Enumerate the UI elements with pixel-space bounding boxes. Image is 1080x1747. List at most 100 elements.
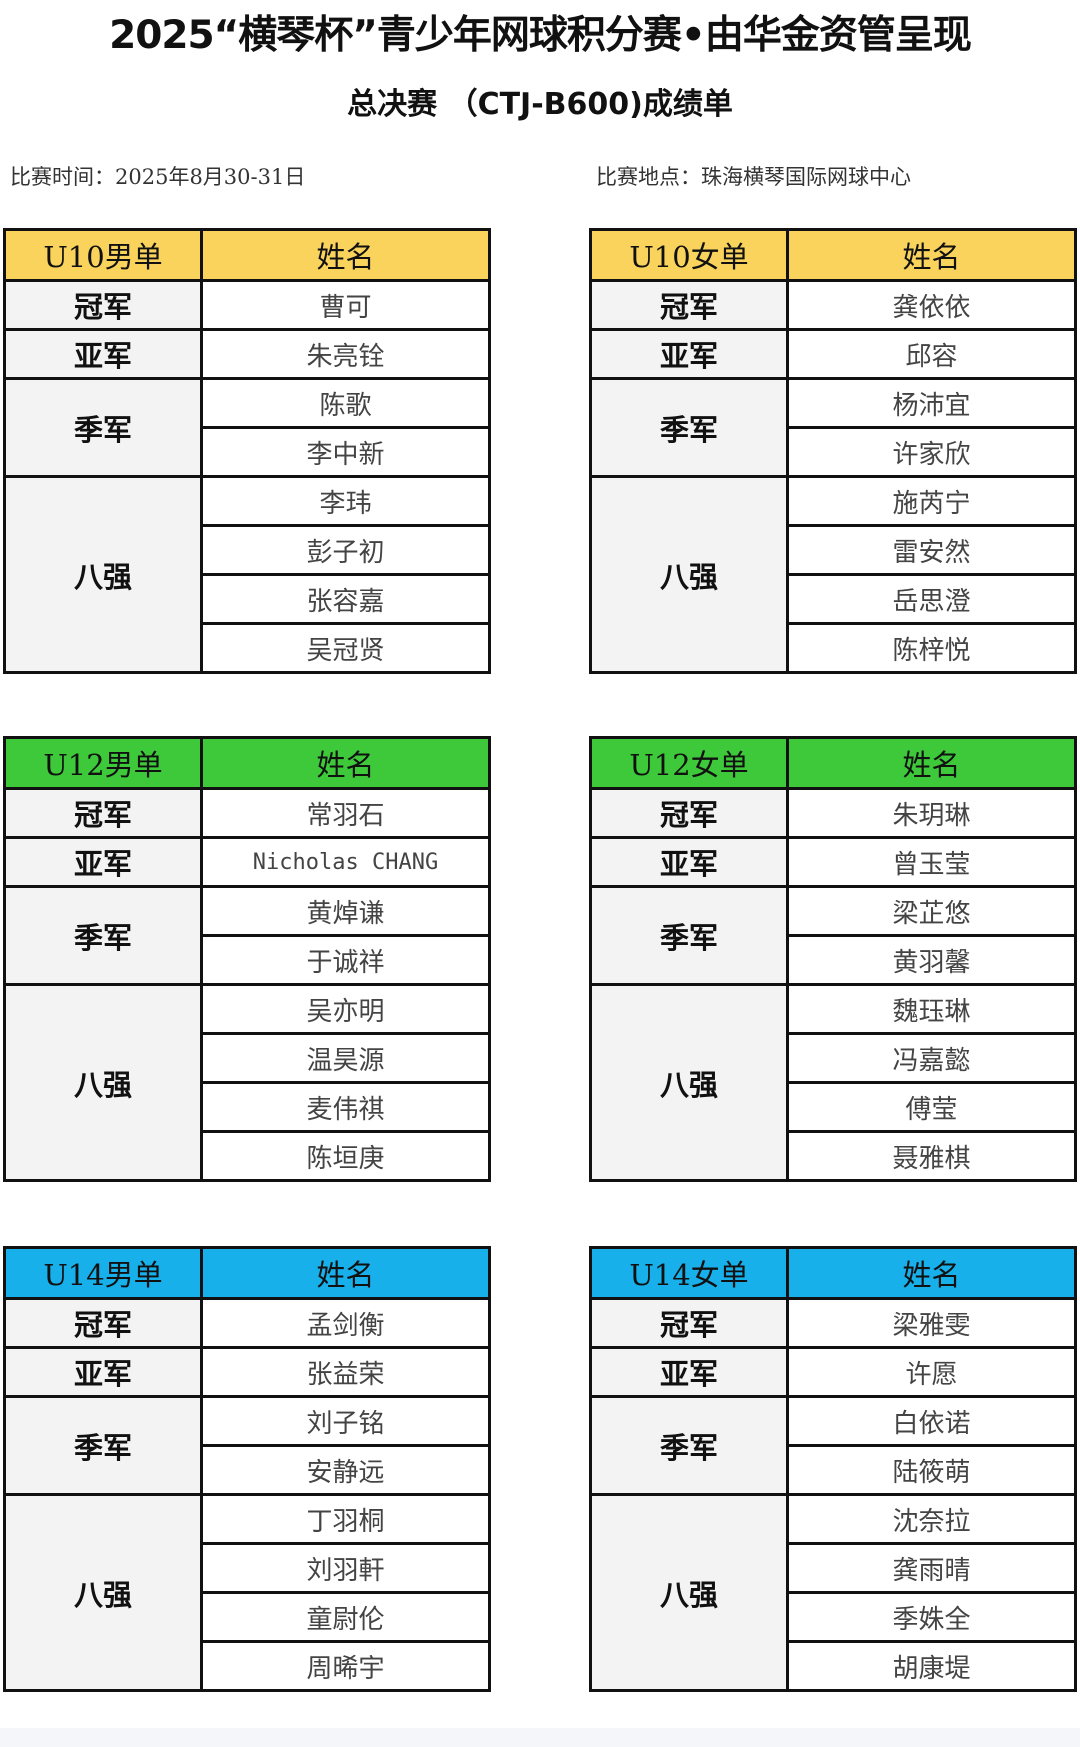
event-name: U12女单 xyxy=(589,736,789,790)
player-name: 梁雅雯 xyxy=(786,1297,1077,1349)
player-name: 安静远 xyxy=(200,1444,491,1496)
player-name: 冯嘉懿 xyxy=(786,1032,1077,1084)
table-header-row: U14男单 姓名 xyxy=(3,1246,491,1300)
rank-label-quarter: 八强 xyxy=(589,983,789,1182)
rank-label-third: 季军 xyxy=(589,377,789,478)
table-row: 许家欣 xyxy=(591,426,1077,478)
results-table: U14男单 姓名 冠军 孟剑衡 亚军 张益荣 季军 刘子铭 安静远 八强 丁羽桐 刘羽軒 童尉伦 周晞宇 xyxy=(3,1246,491,1692)
event-name: U10女单 xyxy=(589,228,789,282)
table-row: 八强 魏珏琳 xyxy=(589,983,1077,1182)
table-row: 胡康堤 xyxy=(591,1640,1077,1692)
player-name: 黄焯谦 xyxy=(200,885,491,937)
name-column-header: 姓名 xyxy=(786,1246,1077,1300)
table-row: 八强 沈奈拉 xyxy=(589,1493,1077,1692)
rank-label-quarter: 八强 xyxy=(589,475,789,674)
player-name: 黄羽馨 xyxy=(786,934,1077,986)
results-table: U14女单 姓名 冠军 梁雅雯 亚军 许愿 季军 白依诺 陆筱萌 八强 沈奈拉 龚雨晴 季姝全 胡康堤 xyxy=(589,1246,1077,1692)
rank-label-runner-up: 亚军 xyxy=(589,328,789,380)
player-name: 曾玉莹 xyxy=(786,836,1077,888)
rank-label-third: 季军 xyxy=(3,885,203,986)
table-row: 于诚祥 xyxy=(5,934,491,986)
rank-label-third: 季军 xyxy=(3,1395,203,1496)
event-name: U12男单 xyxy=(3,736,203,790)
rank-label-third: 季军 xyxy=(3,377,203,478)
table-row: 陈梓悦 xyxy=(591,622,1077,674)
player-name: 于诚祥 xyxy=(200,934,491,986)
rank-label-runner-up: 亚军 xyxy=(3,1346,203,1398)
name-column-header: 姓名 xyxy=(200,736,491,790)
table-row: 张容嘉 xyxy=(5,573,491,625)
name-column-header: 姓名 xyxy=(200,228,491,282)
table-row: 冠军 曹可 xyxy=(3,279,491,331)
table-header-row: U10男单 姓名 xyxy=(3,228,491,282)
table-header-row: U12女单 姓名 xyxy=(589,736,1077,790)
rank-label-third: 季军 xyxy=(589,885,789,986)
name-column-header: 姓名 xyxy=(786,228,1077,282)
player-name: 曹可 xyxy=(200,279,491,331)
match-date: 比赛时间：2025年8月30-31日 xyxy=(10,165,306,189)
player-name: 梁芷悠 xyxy=(786,885,1077,937)
table-row: 彭子初 xyxy=(5,524,491,576)
player-name: 丁羽桐 xyxy=(200,1493,491,1545)
table-row: 亚军 许愿 xyxy=(589,1346,1077,1398)
table-row: 刘羽軒 xyxy=(5,1542,491,1594)
rank-label-champion: 冠军 xyxy=(589,1297,789,1349)
table-row: 陈垣庚 xyxy=(5,1130,491,1182)
player-name: 张容嘉 xyxy=(200,573,491,625)
table-row: 八强 丁羽桐 xyxy=(3,1493,491,1692)
rank-label-runner-up: 亚军 xyxy=(3,328,203,380)
table-row: 季军 杨沛宜 xyxy=(589,377,1077,478)
results-table: U10男单 姓名 冠军 曹可 亚军 朱亮铨 季军 陈歌 李中新 八强 李玮 彭子初 张容嘉 吴冠贤 xyxy=(3,228,491,674)
player-name: 邱容 xyxy=(786,328,1077,380)
player-name: 童尉伦 xyxy=(200,1591,491,1643)
player-name: 刘羽軒 xyxy=(200,1542,491,1594)
table-row: 八强 施芮宁 xyxy=(589,475,1077,674)
player-name: Nicholas CHANG xyxy=(200,836,491,888)
rank-label-quarter: 八强 xyxy=(589,1493,789,1692)
player-name: 沈奈拉 xyxy=(786,1493,1077,1545)
table-row: 八强 吴亦明 xyxy=(3,983,491,1182)
player-name: 龚雨晴 xyxy=(786,1542,1077,1594)
table-row: 冠军 孟剑衡 xyxy=(3,1297,491,1349)
player-name: 麦伟祺 xyxy=(200,1081,491,1133)
bottom-strip xyxy=(0,1728,1080,1747)
player-name: 吴冠贤 xyxy=(200,622,491,674)
table-row: 岳思澄 xyxy=(591,573,1077,625)
rank-label-quarter: 八强 xyxy=(3,983,203,1182)
player-name: 李玮 xyxy=(200,475,491,527)
player-name: 温昊源 xyxy=(200,1032,491,1084)
table-header-row: U10女单 姓名 xyxy=(589,228,1077,282)
player-name: 张益荣 xyxy=(200,1346,491,1398)
rank-label-quarter: 八强 xyxy=(3,1493,203,1692)
table-row: 亚军 Nicholas CHANG xyxy=(3,836,491,888)
table-row: 聂雅棋 xyxy=(591,1130,1077,1182)
table-row: 安静远 xyxy=(5,1444,491,1496)
table-row: 季姝全 xyxy=(591,1591,1077,1643)
player-name: 施芮宁 xyxy=(786,475,1077,527)
rank-label-runner-up: 亚军 xyxy=(3,836,203,888)
player-name: 许愿 xyxy=(786,1346,1077,1398)
table-row: 陆筱萌 xyxy=(591,1444,1077,1496)
player-name: 孟剑衡 xyxy=(200,1297,491,1349)
table-row: 童尉伦 xyxy=(5,1591,491,1643)
player-name: 陈梓悦 xyxy=(786,622,1077,674)
table-row: 龚雨晴 xyxy=(591,1542,1077,1594)
rank-label-champion: 冠军 xyxy=(589,787,789,839)
player-name: 朱玥琳 xyxy=(786,787,1077,839)
table-row: 冠军 梁雅雯 xyxy=(589,1297,1077,1349)
table-header-row: U12男单 姓名 xyxy=(3,736,491,790)
player-name: 李中新 xyxy=(200,426,491,478)
table-row: 亚军 张益荣 xyxy=(3,1346,491,1398)
page-subtitle: 总决赛 （CTJ-B600)成绩单 xyxy=(347,87,733,122)
table-row: 麦伟祺 xyxy=(5,1081,491,1133)
player-name: 杨沛宜 xyxy=(786,377,1077,429)
player-name: 魏珏琳 xyxy=(786,983,1077,1035)
player-name: 吴亦明 xyxy=(200,983,491,1035)
name-column-header: 姓名 xyxy=(786,736,1077,790)
player-name: 周晞宇 xyxy=(200,1640,491,1692)
table-row: 温昊源 xyxy=(5,1032,491,1084)
table-row: 季军 陈歌 xyxy=(3,377,491,478)
rank-label-champion: 冠军 xyxy=(589,279,789,331)
table-row: 季军 刘子铭 xyxy=(3,1395,491,1496)
table-row: 季军 黄焯谦 xyxy=(3,885,491,986)
